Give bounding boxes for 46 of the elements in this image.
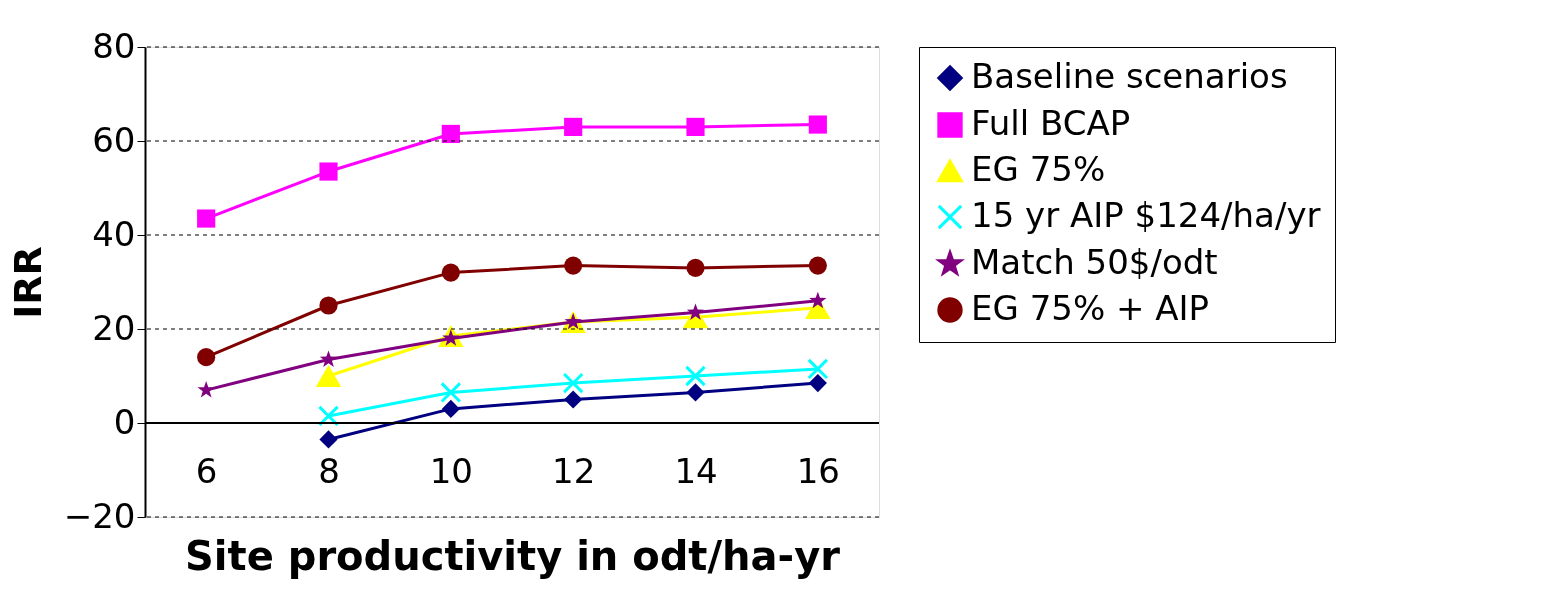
legend-label: EG 75% bbox=[971, 149, 1106, 189]
x-tick-label: 12 bbox=[552, 450, 596, 491]
legend-label: Baseline scenarios bbox=[971, 56, 1288, 96]
point bbox=[319, 162, 338, 181]
point bbox=[564, 117, 583, 136]
point bbox=[440, 381, 462, 404]
y-tick-label: 60 bbox=[92, 119, 136, 160]
point bbox=[317, 405, 340, 427]
point bbox=[441, 399, 460, 418]
legend-label: Match 50$/odt bbox=[971, 242, 1218, 282]
legend-label: 15 yr AIP $124/ha/yr bbox=[971, 195, 1321, 235]
y-axis-title: IRR bbox=[5, 246, 50, 319]
x-tick-label: 6 bbox=[195, 450, 218, 491]
point bbox=[809, 291, 827, 309]
point bbox=[686, 117, 705, 136]
x-axis-title: Site productivity in odt/ha-yr bbox=[185, 532, 841, 579]
point bbox=[684, 365, 707, 387]
point bbox=[315, 364, 342, 388]
x-tick-label: 8 bbox=[318, 450, 340, 491]
point bbox=[808, 373, 827, 393]
point bbox=[197, 381, 215, 398]
point bbox=[686, 383, 705, 402]
point bbox=[564, 390, 583, 409]
point bbox=[686, 258, 705, 277]
point bbox=[807, 358, 829, 380]
point bbox=[319, 296, 338, 315]
point bbox=[319, 350, 338, 367]
point bbox=[441, 263, 460, 282]
legend-label: EG 75% + AIP bbox=[971, 288, 1210, 328]
point bbox=[808, 256, 827, 275]
point bbox=[319, 430, 338, 449]
x-tick-label: 14 bbox=[674, 450, 718, 491]
point bbox=[562, 372, 584, 394]
point bbox=[197, 348, 216, 367]
y-tick-label: 80 bbox=[92, 25, 136, 66]
x-tick-label: 16 bbox=[796, 450, 840, 491]
y-tick-label: 20 bbox=[92, 307, 136, 348]
y-tick-label: −20 bbox=[63, 495, 136, 536]
point bbox=[441, 124, 460, 144]
point bbox=[197, 209, 216, 228]
point bbox=[808, 115, 827, 134]
y-tick-label: 0 bbox=[113, 401, 136, 442]
point bbox=[564, 256, 583, 275]
x-tick-label: 10 bbox=[429, 450, 473, 491]
legend-label: Full BCAP bbox=[971, 103, 1131, 143]
y-tick-label: 40 bbox=[92, 213, 136, 254]
